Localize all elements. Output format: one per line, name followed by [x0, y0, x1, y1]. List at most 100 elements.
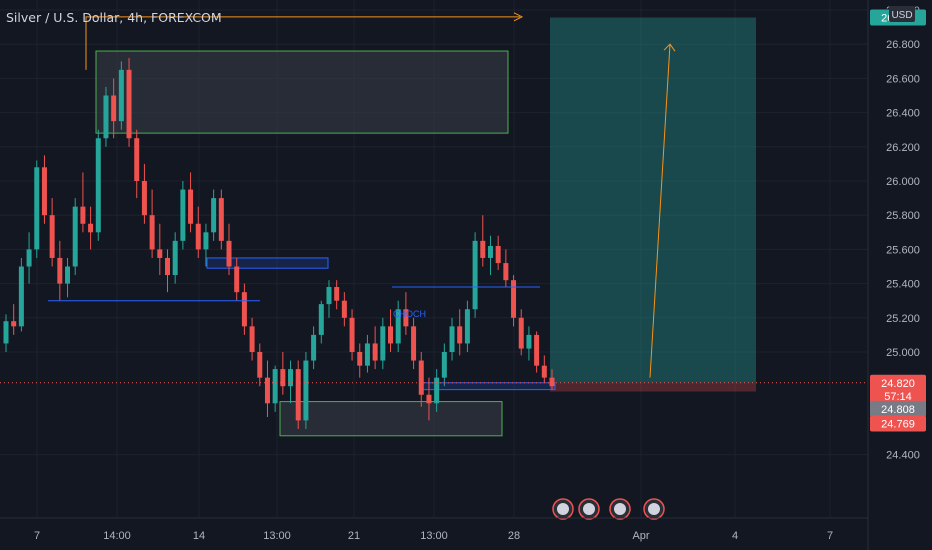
candle-body	[380, 326, 386, 361]
candle-body	[357, 352, 363, 366]
target-line	[85, 16, 520, 70]
candle-body	[241, 292, 247, 327]
target-arrowhead	[513, 12, 524, 22]
demand-zone	[279, 401, 503, 437]
candle-body	[118, 69, 124, 122]
x-tick-label: 28	[508, 530, 520, 542]
candle-body	[457, 326, 463, 344]
candle-body	[364, 343, 370, 366]
y-tick-label: 25.600	[886, 244, 920, 256]
y-tick-label: 26.600	[886, 73, 920, 85]
candle-body	[526, 334, 532, 349]
y-tick-label: 26.400	[886, 108, 920, 120]
event-icon-inner	[648, 503, 660, 515]
candle-body	[303, 360, 309, 421]
candle-body	[472, 240, 478, 310]
candle-body	[195, 223, 201, 250]
candle-body	[403, 309, 409, 327]
candle-body	[264, 377, 270, 404]
projection-arrow	[649, 44, 671, 378]
zones	[95, 17, 756, 437]
x-axis: 7 14:00 14 13:00 21 13:00 28 Apr 4 7	[0, 517, 868, 542]
candle-body	[388, 326, 394, 344]
candle-body	[503, 263, 509, 281]
y-tick-label: 24.400	[886, 450, 920, 462]
candle-body	[226, 240, 232, 267]
candle-body	[549, 377, 555, 387]
candle-body	[534, 334, 540, 366]
candle-body	[180, 189, 186, 241]
candle-body	[426, 394, 432, 404]
candle-body	[288, 369, 294, 387]
choch-label: CHOCH	[393, 309, 426, 319]
candle-body	[341, 300, 347, 318]
y-tick-label: 25.000	[886, 347, 920, 359]
candles	[3, 57, 555, 429]
order-block-1	[206, 257, 329, 269]
event-icon-inner	[583, 503, 595, 515]
candle-body	[311, 334, 317, 361]
candle-body	[280, 369, 286, 387]
event-icon-inner	[614, 503, 626, 515]
candle-body	[334, 287, 340, 301]
y-tick-label: 26.800	[886, 39, 920, 51]
candle-body	[257, 352, 263, 378]
y-axis-bg	[868, 0, 932, 550]
candle-body	[295, 369, 301, 421]
overlays	[0, 12, 868, 520]
candle-body	[11, 321, 17, 327]
order-block-2	[422, 382, 556, 391]
candle-body	[80, 206, 86, 224]
candle-body	[26, 249, 32, 267]
candle-body	[218, 198, 224, 241]
countdown: 57:14	[884, 391, 912, 403]
candle-body	[449, 326, 455, 352]
candle-body	[418, 360, 424, 395]
y-tick-label: 25.200	[886, 313, 920, 325]
candle-body	[487, 245, 493, 258]
candle-body	[157, 249, 163, 258]
bid-price-badge-bg	[870, 400, 926, 417]
current-price-badge-bg	[870, 374, 926, 405]
candle-body	[57, 257, 63, 284]
candle-body	[3, 321, 9, 344]
x-tick-label: 21	[348, 530, 360, 542]
bid-price-badge: 24.808	[881, 404, 915, 416]
projection-arrowhead	[663, 43, 676, 52]
candle-body	[480, 240, 486, 258]
x-tick-label: 7	[827, 530, 833, 542]
candle-body	[326, 287, 332, 305]
candle-body	[541, 365, 547, 378]
y-tick-label: 25.800	[886, 210, 920, 222]
stop-price-badge-bg	[870, 415, 926, 432]
candle-body	[188, 189, 194, 224]
candle-body	[172, 240, 178, 276]
candle-body	[518, 317, 524, 349]
stop-price-badge: 24.769	[881, 419, 915, 431]
x-tick-label: 4	[732, 530, 738, 542]
candle-body	[34, 167, 40, 250]
candle-body	[434, 377, 440, 404]
candle-body	[88, 223, 94, 233]
supply-zone	[95, 50, 509, 134]
candle-body	[395, 309, 401, 344]
y-tick-label: 25.400	[886, 279, 920, 291]
candle-body	[249, 326, 255, 352]
stop-zone	[550, 382, 756, 392]
x-tick-label: 14:00	[103, 530, 131, 542]
candle-body	[149, 215, 155, 250]
x-tick-label: 7	[34, 530, 40, 542]
candle-body	[49, 215, 55, 258]
candle-body	[441, 352, 447, 378]
candle-body	[511, 280, 517, 318]
currency-badge[interactable]	[889, 6, 915, 22]
candle-body	[464, 309, 470, 344]
candle-body	[234, 266, 240, 293]
candle-body	[95, 138, 101, 233]
y-axis: 27.00026.80026.60026.40026.20026.00025.8…	[867, 0, 932, 550]
event-icon-inner	[557, 503, 569, 515]
candle-body	[411, 326, 417, 361]
